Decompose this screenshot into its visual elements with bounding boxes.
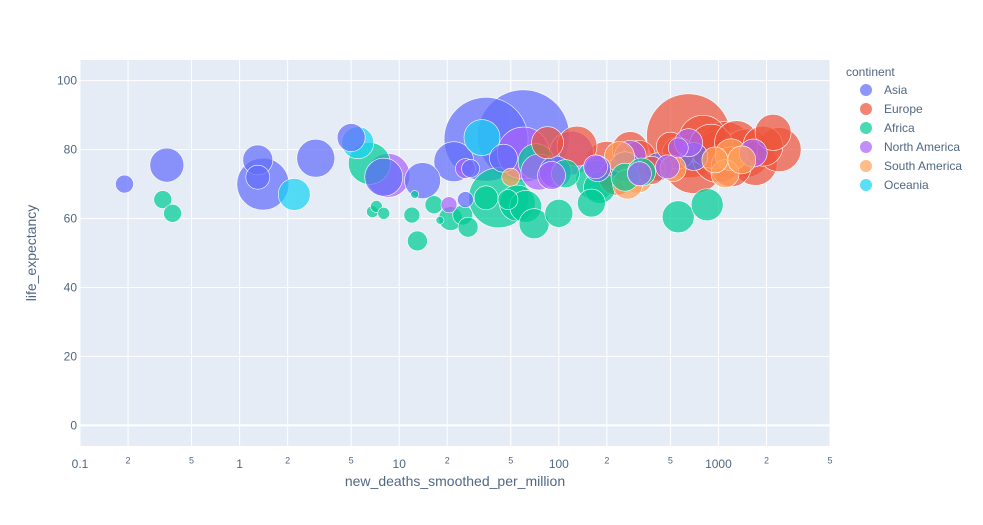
- legend-marker: [860, 179, 872, 191]
- legend-marker: [860, 141, 872, 153]
- legend-label: Africa: [884, 121, 915, 135]
- bubble-north-america[interactable]: [583, 154, 608, 180]
- bubble-africa[interactable]: [577, 188, 606, 218]
- legend-item-asia[interactable]: Asia: [860, 83, 908, 97]
- x-tick-label: 5: [349, 455, 354, 465]
- x-tick-label: 2: [285, 455, 290, 465]
- legend-title: continent: [846, 65, 895, 79]
- bubble-north-america[interactable]: [667, 137, 689, 159]
- bubble-asia[interactable]: [364, 157, 404, 197]
- bubble-africa[interactable]: [473, 185, 499, 211]
- legend[interactable]: continent Asia Europe Africa North America S…: [846, 65, 962, 192]
- legend-marker: [860, 84, 872, 96]
- bubble-africa[interactable]: [424, 195, 444, 215]
- x-axis-title: new_deaths_smoothed_per_million: [345, 473, 565, 489]
- bubble-asia[interactable]: [115, 174, 134, 194]
- x-tick-label: 1000: [705, 457, 732, 471]
- x-tick-label: 5: [189, 455, 194, 465]
- bubble-africa[interactable]: [690, 188, 724, 222]
- bubble-asia[interactable]: [457, 191, 474, 208]
- y-tick-label: 80: [64, 143, 78, 157]
- bubble-asia[interactable]: [461, 159, 480, 178]
- x-tick-label: 5: [668, 455, 673, 465]
- legend-marker: [860, 122, 872, 134]
- x-tick-label: 5: [508, 455, 513, 465]
- bubble-africa[interactable]: [163, 204, 182, 223]
- bubble-asia[interactable]: [489, 143, 518, 173]
- legend-item-africa[interactable]: Africa: [860, 121, 915, 135]
- x-tick-label: 2: [604, 455, 609, 465]
- bubble-africa[interactable]: [410, 190, 419, 199]
- x-tick-label: 100: [549, 457, 569, 471]
- x-tick-label: 1: [236, 457, 243, 471]
- y-tick-label: 40: [64, 280, 78, 294]
- bubble-asia[interactable]: [336, 123, 366, 152]
- bubble-africa[interactable]: [457, 216, 479, 238]
- bubble-asia[interactable]: [149, 147, 185, 183]
- legend-label: Oceania: [884, 178, 929, 192]
- bubble-africa[interactable]: [377, 207, 391, 220]
- bubble-oceania[interactable]: [277, 178, 311, 211]
- bubble-north-america[interactable]: [627, 161, 652, 187]
- bubble-africa[interactable]: [497, 189, 519, 210]
- bubble-south-america[interactable]: [501, 167, 521, 187]
- bubble-asia[interactable]: [404, 162, 441, 199]
- legend-item-europe[interactable]: Europe: [860, 102, 923, 116]
- bubble-south-america[interactable]: [701, 146, 729, 174]
- bubble-south-america[interactable]: [727, 145, 757, 175]
- y-tick-label: 20: [64, 349, 78, 363]
- bubble-africa[interactable]: [407, 230, 428, 252]
- x-tick-label: 10: [393, 457, 407, 471]
- legend-marker: [860, 103, 872, 115]
- bubble-europe[interactable]: [531, 126, 564, 160]
- y-tick-labels: 0 20 40 60 80 100: [57, 74, 77, 433]
- bubble-asia[interactable]: [245, 164, 271, 190]
- legend-label: North America: [884, 140, 960, 154]
- x-tick-label: 0.1: [72, 457, 89, 471]
- legend-label: South America: [884, 159, 962, 173]
- legend-label: Asia: [884, 83, 908, 97]
- bubble-asia[interactable]: [296, 138, 336, 178]
- legend-label: Europe: [884, 102, 923, 116]
- x-tick-label: 2: [764, 455, 769, 465]
- legend-marker: [860, 160, 872, 172]
- x-tick-label: 5: [827, 455, 832, 465]
- x-tick-label: 2: [126, 455, 131, 465]
- bubble-africa[interactable]: [403, 206, 421, 224]
- y-tick-label: 60: [64, 212, 78, 226]
- legend-item-oceania[interactable]: Oceania: [860, 178, 929, 192]
- y-tick-label: 100: [57, 74, 77, 88]
- bubble-africa[interactable]: [544, 199, 574, 228]
- bubbles: [115, 89, 802, 252]
- bubble-north-america[interactable]: [655, 154, 680, 180]
- legend-item-north-america[interactable]: North America: [860, 140, 960, 154]
- bubble-europe[interactable]: [754, 114, 792, 151]
- y-tick-label: 0: [70, 418, 77, 432]
- bubble-africa[interactable]: [153, 190, 173, 209]
- legend-item-south-america[interactable]: South America: [860, 159, 962, 173]
- legend-items[interactable]: Asia Europe Africa North America South Ameri…: [860, 83, 962, 192]
- x-tick-labels: 0.1 2 5 1 2 5 10 2 5 100 2 5 1000 2 5: [72, 455, 833, 470]
- bubble-africa[interactable]: [661, 200, 695, 234]
- x-tick-label: 2: [445, 455, 450, 465]
- y-axis-title: life_expectancy: [23, 205, 39, 302]
- bubble-oceania[interactable]: [463, 119, 501, 156]
- bubble-north-america[interactable]: [440, 196, 458, 214]
- bubble-north-america[interactable]: [537, 161, 566, 190]
- bubble-africa[interactable]: [435, 215, 445, 225]
